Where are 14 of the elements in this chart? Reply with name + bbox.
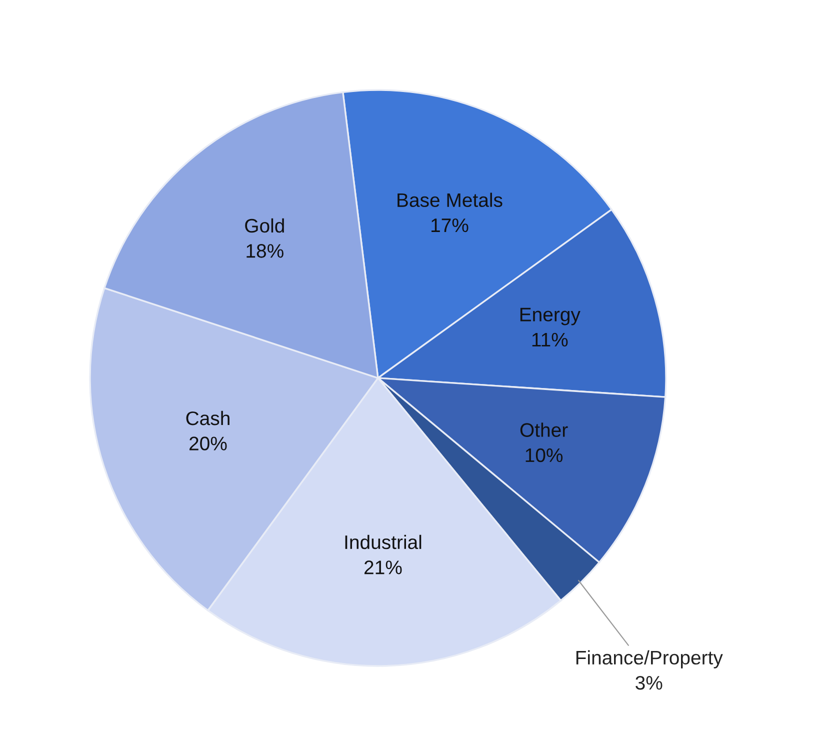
data-label: 21% [364, 560, 402, 574]
slice-label: Other [520, 422, 568, 437]
slice-label: Energy [520, 308, 580, 326]
data-label: 3% [636, 676, 662, 690]
slice-label: Industrial [345, 534, 422, 550]
data-label: 10% [526, 448, 563, 462]
slice-label: Finance/Property [576, 650, 723, 668]
data-label: 18% [246, 244, 284, 258]
slice-label: Gold [245, 218, 284, 233]
data-label: 20% [190, 436, 227, 450]
slice-label: Cash [186, 410, 230, 426]
data-label: 11% [532, 332, 568, 347]
slice-label: Base Metals [398, 192, 502, 208]
data-label: 17% [432, 218, 468, 232]
